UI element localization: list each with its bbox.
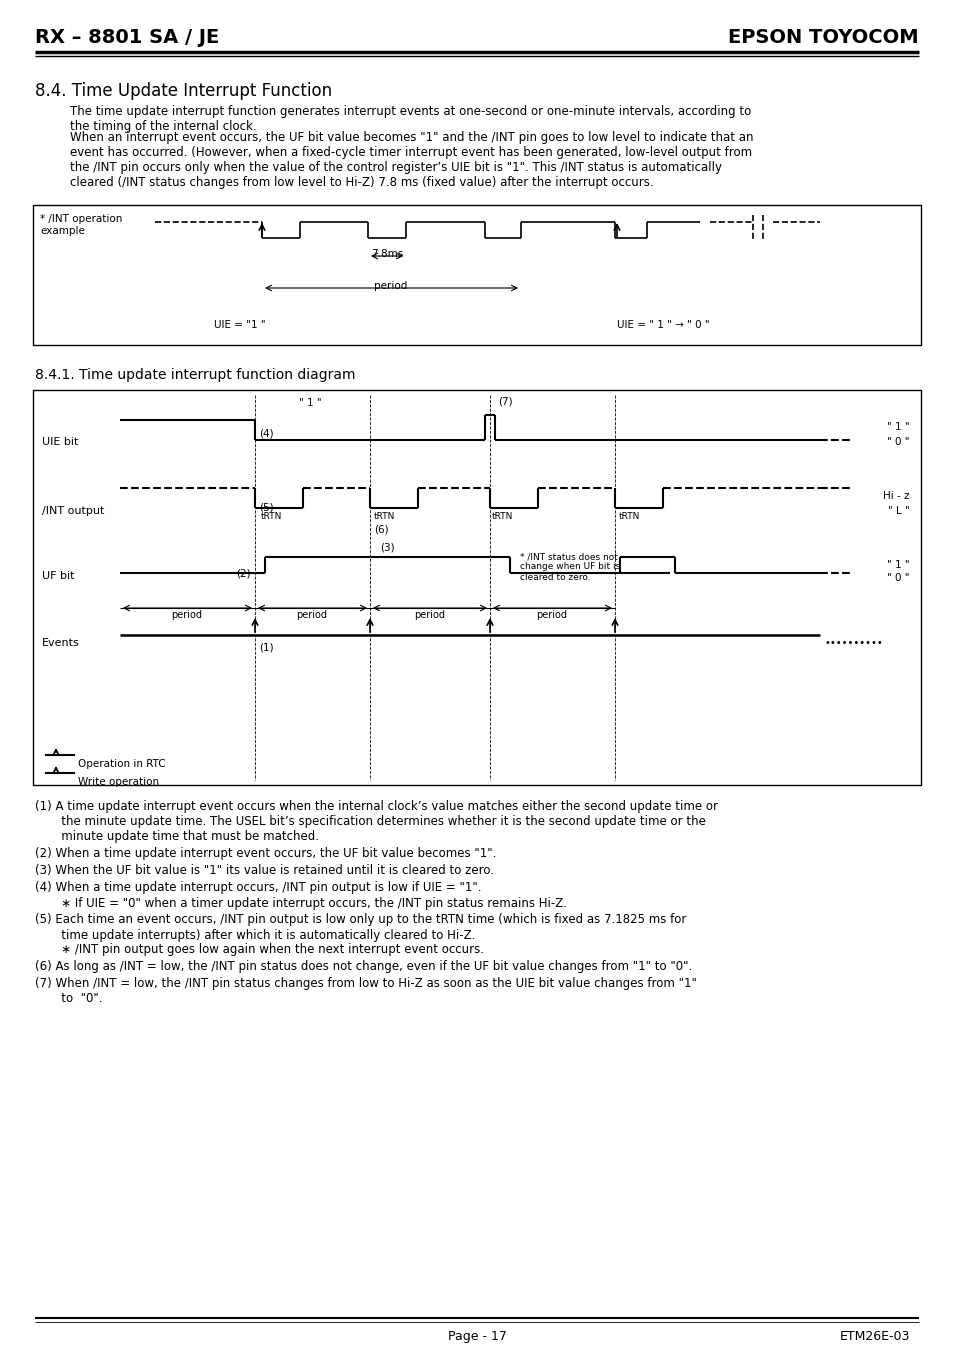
Text: (5) Each time an event occurs, /INT pin output is low only up to the tRTN time (: (5) Each time an event occurs, /INT pin …	[35, 914, 685, 957]
Text: Write operation: Write operation	[78, 778, 159, 787]
Text: UF bit: UF bit	[42, 571, 74, 580]
Text: (6) As long as /INT = low, the /INT pin status does not change, even if the UF b: (6) As long as /INT = low, the /INT pin …	[35, 960, 692, 973]
Text: period: period	[536, 610, 567, 620]
Text: (6): (6)	[374, 525, 388, 535]
Text: (7) When /INT = low, the /INT pin status changes from low to Hi-Z as soon as the: (7) When /INT = low, the /INT pin status…	[35, 977, 696, 1006]
Text: (2): (2)	[236, 568, 251, 579]
Text: RX – 8801 SA / JE: RX – 8801 SA / JE	[35, 28, 219, 47]
Text: * /INT status does not
change when UF bit is
cleared to zero.: * /INT status does not change when UF bi…	[519, 552, 619, 582]
Text: period: period	[296, 610, 327, 620]
Bar	[33, 390, 920, 784]
Text: 7.8ms: 7.8ms	[371, 248, 403, 259]
Text: " 1 ": " 1 "	[298, 398, 321, 408]
Text: Page - 17: Page - 17	[447, 1330, 506, 1343]
Text: Hi - z: Hi - z	[882, 491, 909, 501]
Text: tRTN: tRTN	[618, 512, 639, 521]
Text: " L ": " L "	[887, 506, 909, 516]
Text: UIE bit: UIE bit	[42, 437, 78, 447]
Text: UIE = "1 ": UIE = "1 "	[213, 320, 265, 329]
Text: (3): (3)	[379, 541, 394, 552]
Text: UIE = " 1 " → " 0 ": UIE = " 1 " → " 0 "	[617, 320, 709, 329]
Text: ETM26E-03: ETM26E-03	[839, 1330, 909, 1343]
Text: (1): (1)	[258, 643, 274, 653]
Bar	[33, 205, 920, 346]
Text: Events: Events	[42, 639, 80, 648]
Text: (1) A time update interrupt event occurs when the internal clock’s value matches: (1) A time update interrupt event occurs…	[35, 801, 718, 842]
Text: tRTN: tRTN	[492, 512, 513, 521]
Text: period: period	[172, 610, 202, 620]
Text: " 1 ": " 1 "	[886, 560, 909, 570]
Text: Operation in RTC: Operation in RTC	[78, 759, 166, 769]
Text: * /INT operation
example: * /INT operation example	[40, 215, 122, 236]
Text: (2) When a time update interrupt event occurs, the UF bit value becomes "1".: (2) When a time update interrupt event o…	[35, 846, 496, 860]
Text: (4) When a time update interrupt occurs, /INT pin output is low if UIE = "1".
  : (4) When a time update interrupt occurs,…	[35, 882, 566, 910]
Text: (3) When the UF bit value is "1" its value is retained until it is cleared to ze: (3) When the UF bit value is "1" its val…	[35, 864, 494, 878]
Text: ••••••••••: ••••••••••	[824, 639, 882, 648]
Text: period: period	[374, 281, 407, 292]
Text: " 1 ": " 1 "	[886, 423, 909, 432]
Text: /INT output: /INT output	[42, 506, 104, 516]
Text: period: period	[414, 610, 445, 620]
Text: tRTN: tRTN	[374, 512, 395, 521]
Text: EPSON TOYOCOM: EPSON TOYOCOM	[727, 28, 918, 47]
Text: 8.4. Time Update Interrupt Function: 8.4. Time Update Interrupt Function	[35, 82, 332, 100]
Text: (4): (4)	[258, 428, 274, 437]
Text: (7): (7)	[497, 397, 512, 406]
Text: 8.4.1. Time update interrupt function diagram: 8.4.1. Time update interrupt function di…	[35, 369, 355, 382]
Text: " 0 ": " 0 "	[886, 437, 909, 447]
Text: The time update interrupt function generates interrupt events at one-second or o: The time update interrupt function gener…	[70, 105, 750, 134]
Text: (5): (5)	[258, 502, 274, 512]
Text: tRTN: tRTN	[261, 512, 282, 521]
Text: When an interrupt event occurs, the UF bit value becomes "1" and the /INT pin go: When an interrupt event occurs, the UF b…	[70, 131, 753, 189]
Text: " 0 ": " 0 "	[886, 572, 909, 583]
